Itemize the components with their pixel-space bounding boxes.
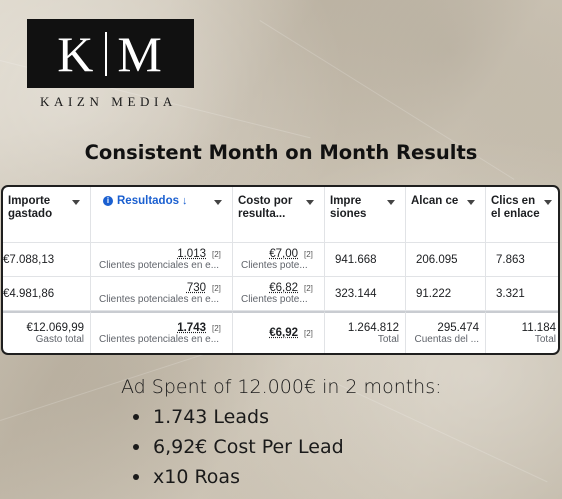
totals-alcance: 295.474 Cuentas del ... — [406, 311, 486, 353]
result-type: Clientes pote... — [241, 294, 308, 305]
page-title: Consistent Month on Month Results — [84, 141, 478, 164]
chevron-down-icon[interactable] — [383, 195, 399, 209]
cell-value: €7.088,13 — [3, 253, 55, 266]
results-link[interactable]: 1.013 — [177, 248, 206, 260]
cell-value: 941.668 — [335, 253, 377, 266]
reference-note: [2] — [212, 250, 221, 259]
table-row-2-alcance: 91.222 — [406, 277, 486, 311]
logo-letter-m: M — [117, 25, 164, 82]
cell-value: 3.321 — [496, 287, 525, 300]
total-label: Total — [377, 333, 399, 345]
column-header-label: Impre siones — [330, 195, 367, 220]
column-header-label: Clics en el enlace — [491, 195, 540, 220]
table-row-2-clics: 3.321 — [486, 277, 558, 311]
column-header-costo[interactable]: Costo por resulta... — [233, 187, 325, 243]
bullet-icon — [133, 474, 139, 480]
column-header-label: Costo por resulta... — [238, 195, 293, 220]
reference-note: [2] — [304, 329, 313, 338]
list-item: 1.743 Leads — [133, 402, 541, 432]
totals-costo: €6,92 [2] — [233, 311, 325, 353]
cost-link[interactable]: €7,00 — [269, 248, 298, 260]
summary-list: 1.743 Leads 6,92€ Cost Per Lead x10 Roas — [133, 402, 541, 492]
chevron-down-icon[interactable] — [210, 195, 226, 209]
table-row-1-clics: 7.863 — [486, 243, 558, 277]
cell-value: 7.863 — [496, 253, 525, 266]
cost-link[interactable]: €6,82 — [269, 282, 298, 294]
chevron-down-icon[interactable] — [463, 195, 479, 209]
logo-divider — [105, 31, 108, 76]
chevron-down-icon[interactable] — [302, 195, 318, 209]
total-label: Total — [534, 333, 556, 345]
total-value: 11.184 — [521, 321, 556, 334]
table-row-1-impresiones: 941.668 — [325, 243, 406, 277]
column-header-label: Importe gastado — [8, 195, 53, 220]
logo-letter-k: K — [57, 25, 96, 82]
result-type: Clientes potenciales en e... — [99, 333, 220, 345]
info-icon[interactable]: i — [103, 196, 113, 206]
list-item: x10 Roas — [133, 462, 541, 492]
column-header-impresiones[interactable]: Impre siones — [325, 187, 406, 243]
list-item: 6,92€ Cost Per Lead — [133, 432, 541, 462]
reference-note: [2] — [212, 323, 221, 333]
table-row-2-costo: €6,82 [2] Clientes pote... — [233, 277, 325, 311]
result-type: Clientes pote... — [241, 260, 308, 271]
column-header-alcance[interactable]: Alcan ce — [406, 187, 486, 243]
column-header-label: Alcan ce — [411, 195, 459, 207]
reference-note: [2] — [304, 250, 313, 259]
brand-name: KAIZN MEDIA — [40, 94, 177, 109]
bullet-text: x10 Roas — [153, 466, 240, 488]
result-type: Clientes potenciales en e... — [99, 260, 220, 271]
ads-results-table: Importe gastado i Resultados ↓ Costo por r… — [1, 185, 560, 355]
cell-value: 91.222 — [416, 287, 452, 300]
table-row-1-importe: €7.088,13 — [3, 243, 91, 277]
reference-note: [2] — [212, 284, 221, 293]
column-header-importe[interactable]: Importe gastado — [3, 187, 91, 243]
table-row-2-importe: €4.981,86 — [3, 277, 91, 311]
table-row-1-costo: €7,00 [2] Clientes pote... — [233, 243, 325, 277]
cell-value: €4.981,86 — [3, 287, 55, 300]
chevron-down-icon[interactable] — [540, 195, 556, 209]
column-header-resultados[interactable]: i Resultados ↓ — [91, 187, 233, 243]
totals-clics: 11.184 Total — [486, 311, 558, 353]
cost-link[interactable]: €6,92 — [269, 327, 298, 339]
table-row-2-resultados: 730 [2] Clientes potenciales en e... — [91, 277, 233, 311]
brand-logo: K M — [27, 19, 194, 88]
totals-impresiones: 1.264.812 Total — [325, 311, 406, 353]
results-link[interactable]: 1.743 — [177, 321, 206, 334]
bullet-text: 6,92€ Cost Per Lead — [153, 436, 344, 458]
bullet-icon — [133, 414, 139, 420]
summary-lead: Ad Spent of 12.000€ in 2 months: — [121, 376, 442, 398]
reference-note: [2] — [304, 284, 313, 293]
table-row-1-resultados: 1.013 [2] Clientes potenciales en e... — [91, 243, 233, 277]
table-row-2-impresiones: 323.144 — [325, 277, 406, 311]
total-label: Cuentas del ... — [414, 333, 479, 345]
bullet-text: 1.743 Leads — [153, 406, 269, 428]
cell-value: 323.144 — [335, 287, 377, 300]
sort-down-icon: ↓ — [182, 195, 188, 207]
column-header-label: Resultados — [117, 195, 179, 207]
column-header-clics[interactable]: Clics en el enlace — [486, 187, 558, 243]
total-value: 1.264.812 — [347, 321, 399, 334]
results-link[interactable]: 730 — [186, 282, 206, 294]
bullet-icon — [133, 444, 139, 450]
chevron-down-icon[interactable] — [68, 195, 84, 209]
total-value: €12.069,99 — [26, 321, 84, 334]
total-value: 295.474 — [437, 321, 479, 334]
totals-resultados: 1.743 [2] Clientes potenciales en e... — [91, 311, 233, 353]
result-type: Clientes potenciales en e... — [99, 294, 220, 305]
table-row-1-alcance: 206.095 — [406, 243, 486, 277]
results-summary: Ad Spent of 12.000€ in 2 months: 1.743 L… — [121, 373, 541, 492]
cell-value: 206.095 — [416, 253, 458, 266]
total-label: Gasto total — [35, 333, 84, 345]
totals-importe: €12.069,99 Gasto total — [3, 311, 91, 353]
